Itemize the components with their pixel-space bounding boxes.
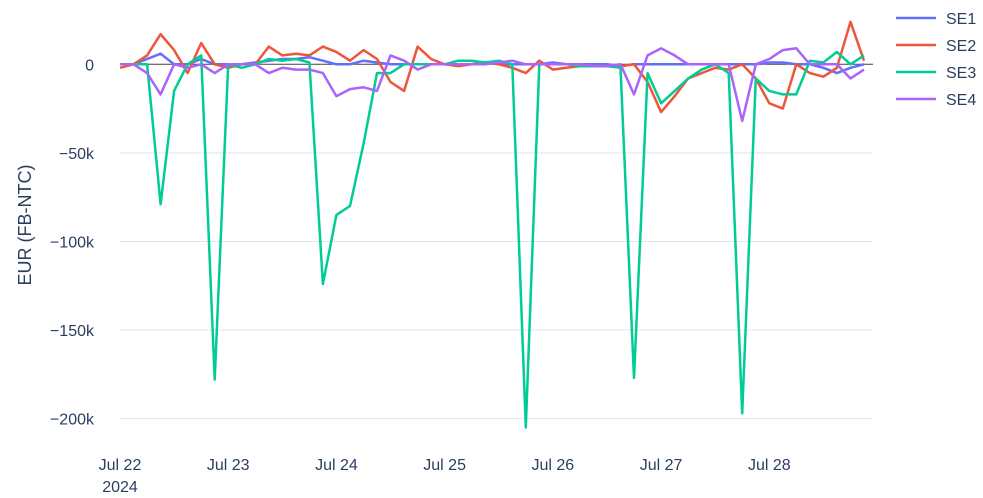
legend-label: SE1 — [946, 11, 976, 28]
legend-label: SE4 — [946, 92, 976, 109]
y-tick-label: −150k — [50, 323, 95, 340]
x-tick-label: Jul 23 — [207, 457, 250, 474]
x-tick-label: Jul 25 — [423, 457, 466, 474]
y-axis-title: EUR (FB-NTC) — [15, 165, 35, 286]
x-tick-label: Jul 24 — [315, 457, 358, 474]
x-tick-label: Jul 27 — [640, 457, 683, 474]
legend-label: SE3 — [946, 65, 976, 82]
y-tick-label: 0 — [85, 57, 94, 74]
y-tick-label: −50k — [59, 146, 95, 163]
line-se3 — [120, 50, 865, 429]
x-tick-label: Jul 22 2024 — [99, 457, 142, 496]
x-tick-label: Jul 26 — [532, 457, 575, 474]
y-tick-label: −100k — [50, 234, 95, 251]
legend-label: SE2 — [946, 38, 976, 55]
line-se4 — [120, 47, 865, 123]
x-tick-label: Jul 28 — [748, 457, 791, 474]
line-se2 — [119, 20, 866, 114]
y-tick-label: −200k — [50, 412, 95, 429]
